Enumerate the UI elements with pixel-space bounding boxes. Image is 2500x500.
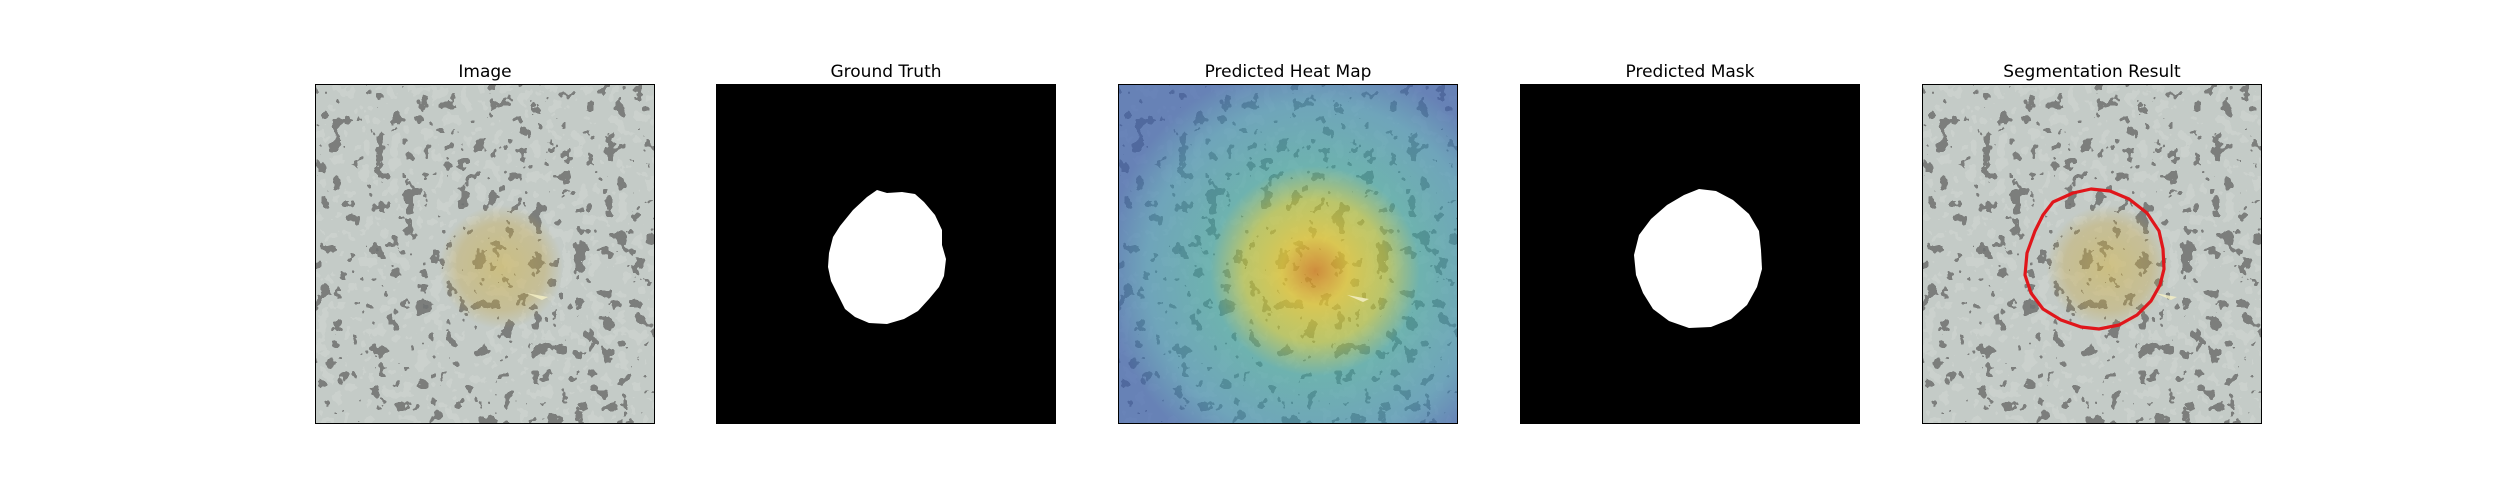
- predicted-mask-region-shape: [1634, 189, 1762, 328]
- segmentation-contour-line: [2023, 187, 2166, 331]
- heatmap-bright-speck: [1347, 295, 1369, 302]
- segmentation-bright-speck: [2155, 293, 2177, 300]
- input-image-graphic: [316, 85, 654, 423]
- panel-title-heatmap: Predicted Heat Map: [1204, 62, 1372, 82]
- heatmap-graphic: [1119, 85, 1457, 423]
- ground-truth-mask: [716, 84, 1056, 424]
- image-highlight-region: [439, 205, 563, 329]
- segmentation-image: [1922, 84, 2262, 424]
- panel-title-image: Image: [458, 62, 512, 82]
- ground-truth-graphic: [717, 85, 1055, 423]
- image-bright-speck: [526, 293, 548, 300]
- segmentation-highlight-region: [2046, 205, 2170, 329]
- panel-title-mask: Predicted Mask: [1625, 62, 1755, 82]
- panel-title-ground-truth: Ground Truth: [830, 62, 942, 82]
- panel-title-segmentation: Segmentation Result: [2003, 62, 2181, 82]
- predicted-mask: [1520, 84, 1860, 424]
- ground-truth-region: [828, 190, 946, 324]
- predicted-mask-graphic: [1521, 85, 1859, 423]
- segmentation-graphic: [1923, 85, 2261, 423]
- heatmap-image: [1118, 84, 1458, 424]
- input-image: [315, 84, 655, 424]
